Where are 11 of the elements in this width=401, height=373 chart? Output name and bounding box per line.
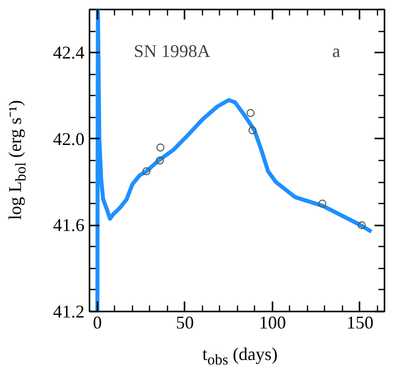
x-tick-label: 0 (92, 312, 102, 332)
y-tick-label: 42.0 (53, 128, 84, 149)
x-tick-label: 100 (258, 312, 286, 332)
y-tick-label: 41.2 (53, 302, 84, 322)
annotation: a (332, 40, 340, 61)
y-tick-label: 41.6 (53, 215, 84, 236)
x-tick-label: 150 (346, 312, 374, 332)
y-tick-label: 42.4 (53, 42, 84, 63)
x-tick-label: 50 (176, 312, 194, 332)
x-axis-title: t$_{obs}$ (days) (202, 343, 278, 371)
annotation: SN 1998A (134, 40, 210, 61)
